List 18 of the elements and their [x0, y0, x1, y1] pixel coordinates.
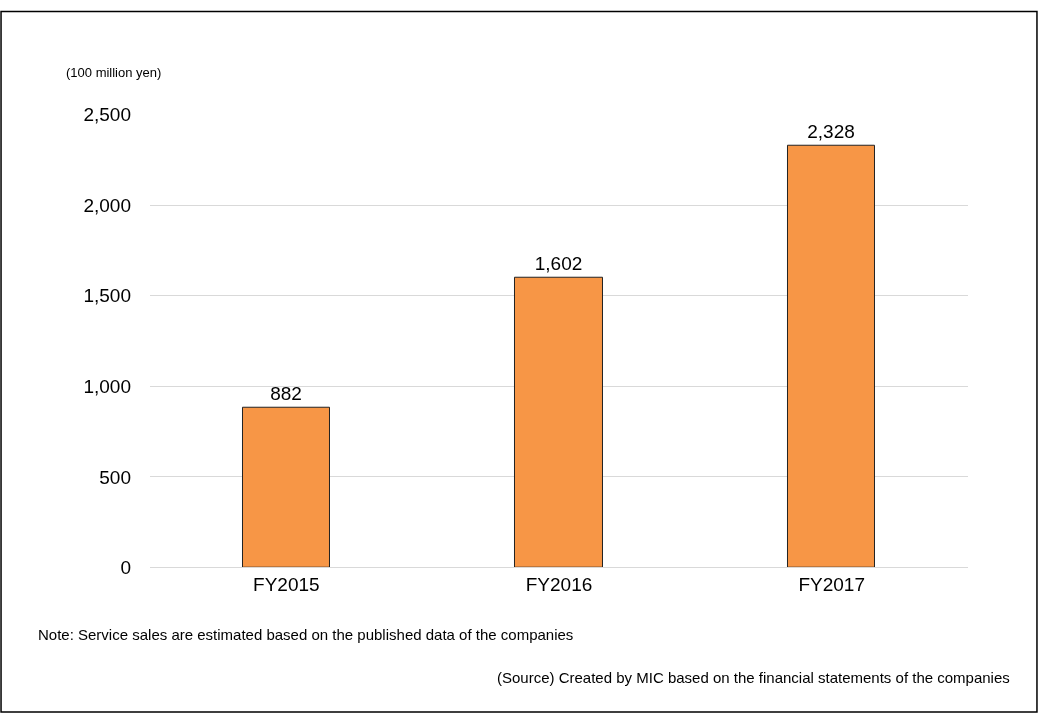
x-tick-label: FY2015 — [253, 574, 320, 596]
y-tick-label: 2,500 — [83, 104, 131, 126]
y-tick-label: 1,000 — [83, 376, 131, 398]
y-tick-label: 500 — [99, 466, 131, 488]
data-label: 1,602 — [534, 253, 583, 275]
bar — [241, 406, 330, 568]
y-tick-label: 1,500 — [83, 285, 131, 307]
data-label: 882 — [270, 383, 302, 405]
text: Note: Service sales are estimated based on the published data of the companies — [38, 626, 574, 643]
bar — [513, 276, 603, 568]
x-tick-label: FY2017 — [798, 574, 865, 596]
y-tick-label: 2,000 — [83, 194, 131, 216]
bar — [786, 144, 875, 568]
y-axis-title: (100 million yen) — [66, 65, 162, 80]
y-tick-label: 0 — [120, 557, 131, 579]
text: (Source) Created by MIC based on the financial statements of the companies — [497, 669, 1010, 686]
x-tick-label: FY2016 — [525, 574, 593, 596]
data-label: 2,328 — [807, 121, 855, 143]
